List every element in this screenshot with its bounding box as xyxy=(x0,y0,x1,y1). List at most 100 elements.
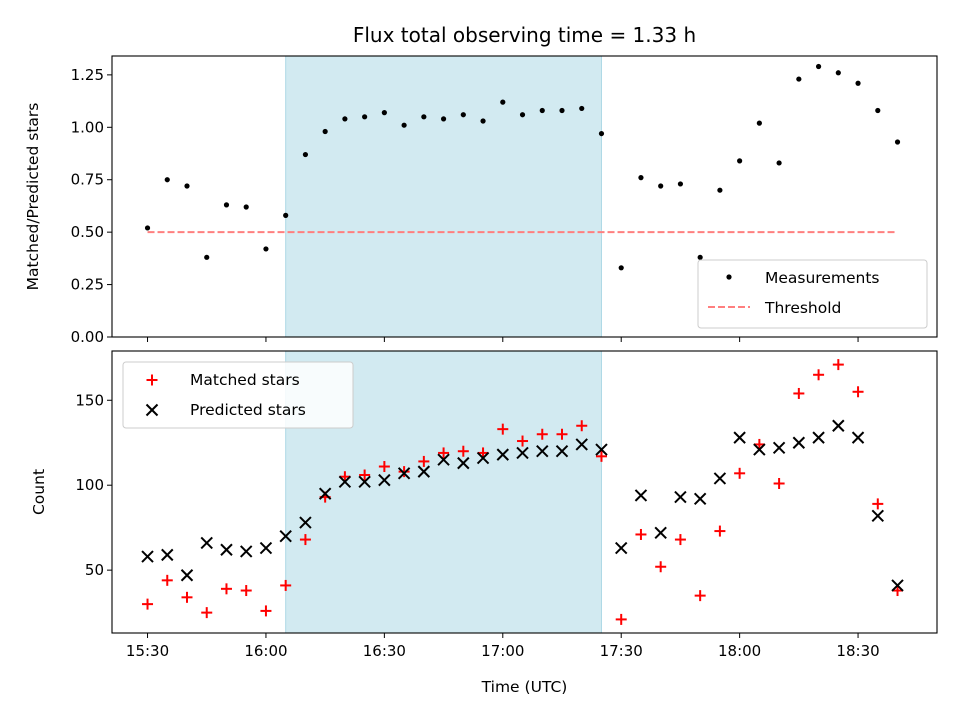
x-tick-label-3: 17:00 xyxy=(481,642,524,660)
y-ticks-bottom: 50 100 150 xyxy=(75,391,112,579)
predicted-star-point-24 xyxy=(615,541,628,555)
x-tick-label-1: 16:00 xyxy=(244,642,287,660)
measurement-point-1 xyxy=(164,177,170,183)
axes-frame-bottom xyxy=(111,350,938,634)
matched-star-point-35 xyxy=(832,359,844,371)
x-ticks-bottom: 15:30 16:00 16:30 17:00 17:30 18:00 18:30 xyxy=(126,633,880,660)
bottom-ytick-label-1: 100 xyxy=(75,476,104,494)
predicted-star-point-6 xyxy=(259,541,273,555)
predicted-star-point-5 xyxy=(240,545,253,558)
matched-star-point-0 xyxy=(142,598,154,610)
predicted-star-point-35 xyxy=(832,419,845,432)
matched-star-point-26 xyxy=(655,561,667,573)
measurement-point-8 xyxy=(302,151,309,158)
predicted-star-point-21 xyxy=(555,445,569,458)
measurement-point-3 xyxy=(204,254,210,260)
matched-star-point-36 xyxy=(852,386,864,398)
measurement-point-11 xyxy=(362,114,368,120)
matched-star-point-24 xyxy=(615,613,627,625)
matched-star-point-31 xyxy=(753,438,765,450)
predicted-star-point-16 xyxy=(457,456,470,470)
panel-ratio: 0.00 0.25 0.50 0.75 1.00 1.25 Flux total obse… xyxy=(24,23,938,346)
axes-frame-top xyxy=(111,55,938,338)
measurement-point-16 xyxy=(460,112,466,118)
top-ytick-label-5: 1.25 xyxy=(71,66,104,84)
matched-star-point-27 xyxy=(674,534,686,546)
legend-label-predicted: Predicted stars xyxy=(190,401,306,419)
matched-star-point-8 xyxy=(299,534,311,546)
matched-star-point-30 xyxy=(734,467,746,479)
predicted-star-point-14 xyxy=(417,465,431,478)
x-tick-label-4: 17:30 xyxy=(600,642,643,660)
matched-star-point-20 xyxy=(536,428,548,440)
y-ticks-top: 0.00 0.25 0.50 0.75 1.00 1.25 xyxy=(71,66,112,346)
matched-star-point-32 xyxy=(773,478,785,490)
x-axis-label: Time (UTC) xyxy=(481,678,568,696)
predicted-star-point-7 xyxy=(279,529,292,543)
measurement-point-31 xyxy=(756,120,762,126)
matched-star-point-2 xyxy=(181,591,193,603)
predicted-star-point-4 xyxy=(220,543,233,556)
predicted-star-point-27 xyxy=(674,490,687,504)
measurement-point-5 xyxy=(243,204,249,210)
matched-star-point-7 xyxy=(280,579,292,591)
predicted-star-point-23 xyxy=(595,443,608,456)
predicted-star-point-18 xyxy=(496,448,509,461)
measurement-point-2 xyxy=(184,183,190,189)
measurement-point-7 xyxy=(283,212,289,218)
x-tick-label-0: 15:30 xyxy=(126,642,169,660)
predicted-star-point-37 xyxy=(871,509,884,522)
matched-star-point-34 xyxy=(813,369,825,381)
highlight-span-top xyxy=(285,55,602,338)
predicted-star-point-17 xyxy=(476,451,490,465)
legend-bottom: Matched stars Predicted stars xyxy=(122,361,354,429)
predicted-star-point-10 xyxy=(338,475,352,489)
matched-star-point-18 xyxy=(497,423,509,435)
matched-star-point-10 xyxy=(339,471,351,483)
measurement-point-9 xyxy=(322,128,328,135)
measurement-point-19 xyxy=(519,112,526,118)
matched-star-point-1 xyxy=(161,574,173,586)
predicted-star-point-11 xyxy=(358,475,371,489)
matched-star-point-25 xyxy=(635,528,647,540)
matched-star-point-23 xyxy=(595,450,607,462)
matched-star-point-29 xyxy=(714,525,726,537)
predicted-star-point-28 xyxy=(693,492,707,506)
x-tick-label-6: 18:30 xyxy=(836,642,879,660)
predicted-star-point-33 xyxy=(792,436,806,449)
measurement-point-30 xyxy=(737,158,743,164)
legend-top: Measurements Threshold xyxy=(697,259,928,329)
matched-star-point-15 xyxy=(438,447,450,459)
predicted-star-point-1 xyxy=(161,548,174,562)
legend-label-threshold: Threshold xyxy=(764,299,841,317)
predicted-star-point-34 xyxy=(812,431,825,444)
matched-star-point-13 xyxy=(398,466,410,478)
matched-star-point-6 xyxy=(260,605,272,617)
measurement-point-35 xyxy=(835,70,841,76)
measurement-point-24 xyxy=(618,265,624,271)
matched-star-point-33 xyxy=(793,387,805,399)
legend-marker-predicted xyxy=(145,403,159,417)
measurement-point-10 xyxy=(342,116,348,122)
x-tick-label-5: 18:00 xyxy=(718,642,761,660)
matched-star-point-5 xyxy=(240,585,252,597)
matched-star-point-11 xyxy=(359,469,371,481)
measurement-point-4 xyxy=(223,202,230,208)
y-axis-label-bottom: Count xyxy=(30,469,48,515)
measurement-point-15 xyxy=(440,116,447,122)
matched-star-point-4 xyxy=(220,583,232,595)
measurement-point-14 xyxy=(421,114,427,120)
matched-star-point-22 xyxy=(576,420,588,432)
legend-marker-matched xyxy=(146,374,158,386)
predicted-star-point-12 xyxy=(378,473,391,487)
predicted-star-point-32 xyxy=(772,441,786,455)
predicted-star-point-22 xyxy=(575,438,588,451)
matched-star-point-3 xyxy=(201,607,213,619)
matched-star-point-19 xyxy=(517,435,529,447)
predicted-star-point-30 xyxy=(733,431,746,444)
matched-stars-points xyxy=(142,359,904,625)
measurement-point-32 xyxy=(776,160,782,166)
matched-star-point-14 xyxy=(418,455,430,467)
legend-box-top xyxy=(697,259,928,329)
